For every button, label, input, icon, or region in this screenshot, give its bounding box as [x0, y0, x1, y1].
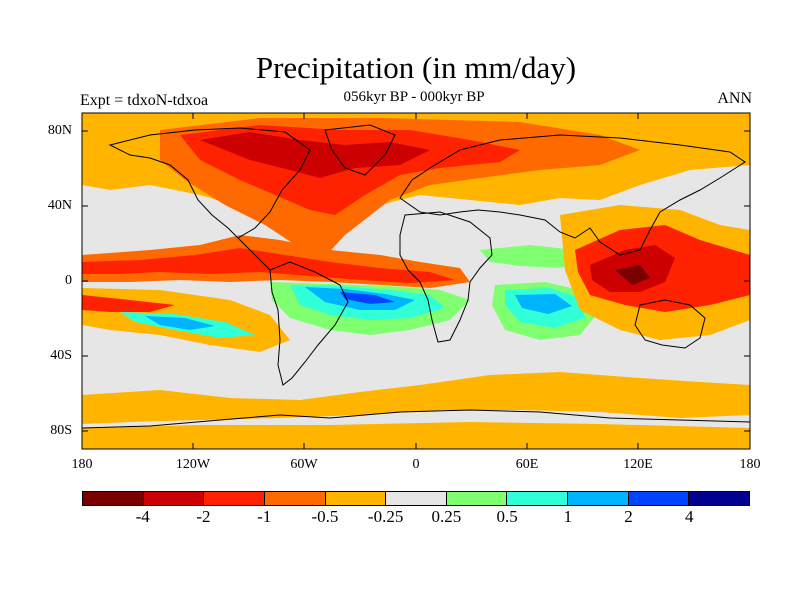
colorbar-swatch: [143, 492, 205, 505]
coastline-north-america: [108, 127, 311, 239]
colorbar-swatch: [568, 492, 629, 505]
lon-label-180e: 180: [739, 457, 761, 472]
coastline-central-america: [237, 237, 271, 271]
coastline-antarctica: [82, 409, 750, 429]
colorbar-swatch: [507, 492, 569, 505]
field-maritime-darkest: [615, 265, 650, 285]
lon-label-0: 0: [412, 457, 420, 472]
colorbar-swatch: [204, 492, 265, 505]
colorbar-label: -4: [135, 507, 150, 526]
lon-label-180w: 180: [71, 457, 93, 472]
coastline-australia: [634, 299, 706, 349]
field-southern-ocean-orange: [82, 372, 750, 424]
colorbar-swatch: [628, 492, 690, 505]
coastline-greenland: [324, 124, 396, 176]
field-south-pacific-red: [82, 295, 175, 312]
colorbar-label: 4: [685, 507, 694, 526]
colorbar-label: -0.25: [367, 507, 404, 526]
coastline-africa: [399, 211, 493, 343]
lat-label-40n: 40N: [47, 198, 72, 213]
lon-label-60e: 60E: [515, 457, 539, 472]
colorbar-swatch: [83, 492, 144, 505]
lat-label-40s: 40S: [50, 348, 72, 363]
field-north-atlantic-core: [200, 132, 430, 178]
lon-label-60w: 60W: [290, 457, 318, 472]
colorbar-label: 0.25: [431, 507, 462, 526]
colorbar: [82, 491, 750, 506]
field-south-pacific-blue: [145, 316, 215, 330]
lat-label-80s: 80S: [50, 423, 72, 438]
colorbar-swatch: [446, 492, 508, 505]
lat-label-80n: 80N: [47, 123, 72, 138]
colorbar-label: 0.5: [496, 507, 518, 526]
colorbar-label: -0.5: [311, 507, 339, 526]
lon-label-120e: 120E: [623, 457, 653, 472]
colorbar-swatch: [325, 492, 387, 505]
experiment-label: Expt = tdxoN-tdxoa: [80, 92, 209, 109]
field-africa-green: [480, 245, 590, 268]
colorbar-label: -1: [257, 507, 272, 526]
coastline-eurasia: [399, 134, 746, 256]
field-indian-ocean-blue: [515, 294, 572, 314]
map-title: Precipitation (in mm/day): [255, 50, 577, 85]
colorbar-label: 2: [624, 507, 633, 526]
colorbar-label: -2: [196, 507, 211, 526]
field-antarctic-orange: [82, 422, 750, 449]
axis-ticks: [81, 113, 751, 449]
field-itcz-red: [82, 248, 455, 283]
colorbar-swatch: [386, 492, 447, 505]
map-field: [82, 113, 750, 449]
map-subtitle: 056kyr BP - 000kyr BP: [343, 89, 485, 105]
colorbar-label: 1: [563, 507, 573, 526]
colorbar-swatch: [689, 492, 750, 505]
colorbar-swatch: [264, 492, 326, 505]
field-tropical-atlantic-core: [340, 292, 395, 304]
lat-label-0: 0: [65, 273, 72, 288]
coastline-south-america: [269, 261, 349, 386]
lon-label-120w: 120W: [175, 457, 211, 472]
season-label: ANN: [717, 90, 752, 107]
coastlines: [82, 124, 750, 429]
